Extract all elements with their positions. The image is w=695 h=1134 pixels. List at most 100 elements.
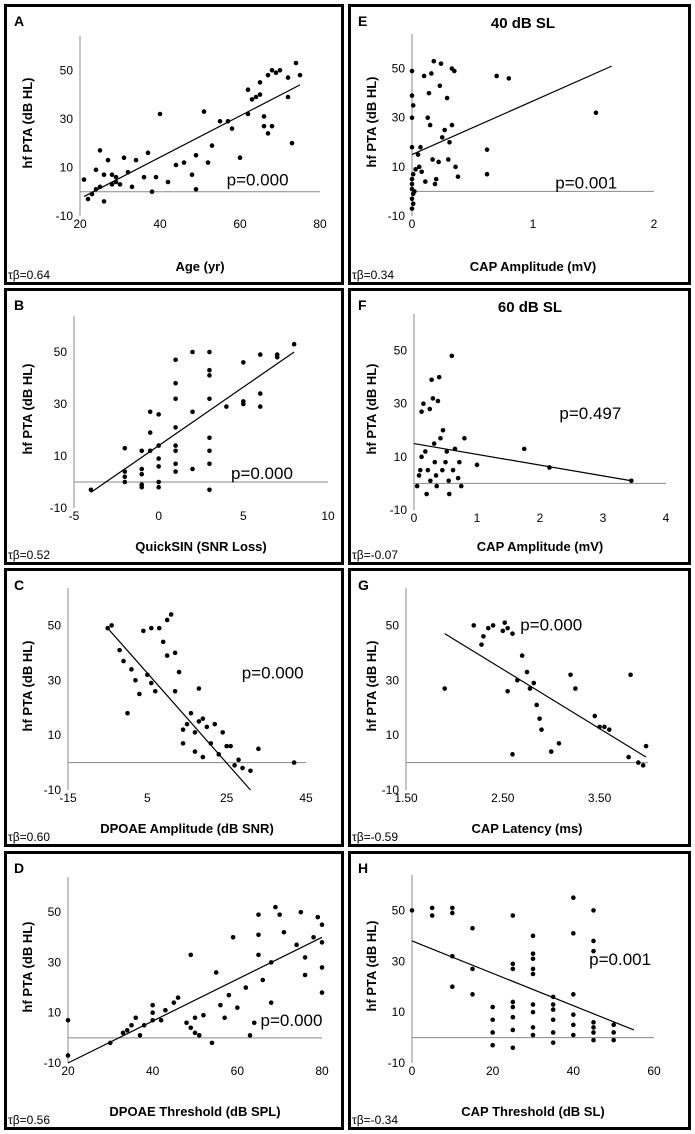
data-point: [251, 1020, 257, 1026]
data-point: [156, 625, 162, 631]
x-tick-label: 20: [61, 1064, 75, 1078]
y-tick-label: -10: [50, 501, 68, 515]
data-point: [196, 719, 202, 724]
data-point: [591, 1025, 596, 1030]
data-point: [165, 179, 171, 185]
data-point: [510, 1027, 516, 1033]
data-point: [139, 466, 145, 472]
data-point: [530, 1025, 536, 1030]
data-point: [245, 111, 251, 117]
data-point: [470, 992, 475, 997]
data-point: [257, 391, 263, 396]
data-point: [125, 169, 131, 175]
data-point: [207, 349, 212, 355]
data-point: [591, 938, 596, 944]
data-point: [527, 686, 533, 691]
panel-letter: H: [358, 860, 368, 876]
data-point: [153, 174, 159, 180]
x-axis-label: CAP Threshold (dB SL): [461, 1104, 604, 1119]
p-value-label: p=0.000: [261, 1011, 323, 1030]
data-point: [196, 686, 202, 691]
data-point: [505, 688, 510, 694]
data-point: [530, 966, 536, 972]
data-point: [149, 189, 155, 195]
regression-line: [411, 65, 612, 156]
data-point: [156, 479, 161, 485]
data-point: [85, 196, 91, 202]
data-point: [444, 95, 450, 101]
data-point: [285, 94, 291, 100]
data-point: [429, 905, 435, 911]
data-point: [121, 658, 126, 664]
data-point: [409, 206, 415, 211]
data-point: [593, 110, 599, 116]
data-point: [109, 182, 115, 187]
data-point: [173, 425, 178, 430]
data-point: [201, 1012, 206, 1018]
data-point: [228, 743, 233, 749]
data-point: [173, 396, 178, 402]
data-point: [225, 118, 231, 124]
data-point: [597, 724, 602, 730]
panel-border: [348, 288, 691, 565]
data-point: [428, 478, 433, 484]
data-point: [521, 446, 527, 452]
data-point: [150, 1010, 155, 1016]
y-axis-label: hf PTA (dB HL): [364, 77, 379, 168]
data-point: [124, 1028, 130, 1033]
data-point: [240, 765, 245, 771]
data-point: [452, 68, 457, 74]
x-tick-label: 1: [474, 511, 481, 525]
data-point: [446, 157, 451, 162]
data-point: [419, 409, 424, 414]
data-point: [181, 160, 187, 165]
data-point: [237, 155, 243, 161]
data-point: [193, 152, 199, 158]
data-point: [236, 757, 241, 763]
data-point: [207, 461, 212, 467]
data-point: [173, 469, 178, 474]
data-point: [430, 157, 435, 162]
data-point: [180, 741, 186, 746]
data-point: [192, 1030, 198, 1036]
data-point: [189, 172, 195, 178]
data-point: [145, 672, 150, 678]
data-point: [606, 727, 612, 732]
data-point: [550, 1002, 556, 1007]
data-point: [209, 1040, 215, 1046]
data-point: [190, 349, 195, 355]
data-point: [193, 186, 199, 192]
data-point: [129, 667, 134, 672]
data-point: [173, 461, 178, 467]
data-point: [412, 189, 417, 194]
data-point: [141, 174, 147, 180]
y-tick-label: -10: [44, 783, 62, 797]
data-point: [277, 912, 282, 917]
data-point: [281, 929, 287, 935]
y-tick-label: 10: [392, 1005, 406, 1019]
y-tick-label: 30: [48, 955, 62, 969]
data-point: [257, 352, 263, 357]
data-point: [176, 669, 182, 675]
y-tick-label: 50: [394, 344, 408, 358]
data-point: [510, 1004, 516, 1010]
data-point: [409, 181, 415, 187]
data-point: [293, 60, 299, 66]
x-tick-label: 60: [233, 217, 247, 231]
data-point: [269, 67, 275, 73]
y-tick-label: 30: [48, 673, 62, 687]
data-point: [277, 67, 283, 73]
y-tick-label: -10: [56, 209, 74, 223]
data-point: [421, 401, 426, 407]
data-point: [453, 164, 458, 170]
panel-letter: C: [14, 577, 24, 593]
data-point: [442, 127, 447, 133]
data-point: [571, 1032, 576, 1038]
data-point: [247, 1033, 253, 1038]
data-point: [591, 948, 596, 954]
data-point: [416, 164, 422, 170]
data-point: [440, 467, 445, 473]
x-axis-label: DPOAE Amplitude (dB SNR): [100, 821, 274, 836]
data-point: [319, 990, 325, 995]
